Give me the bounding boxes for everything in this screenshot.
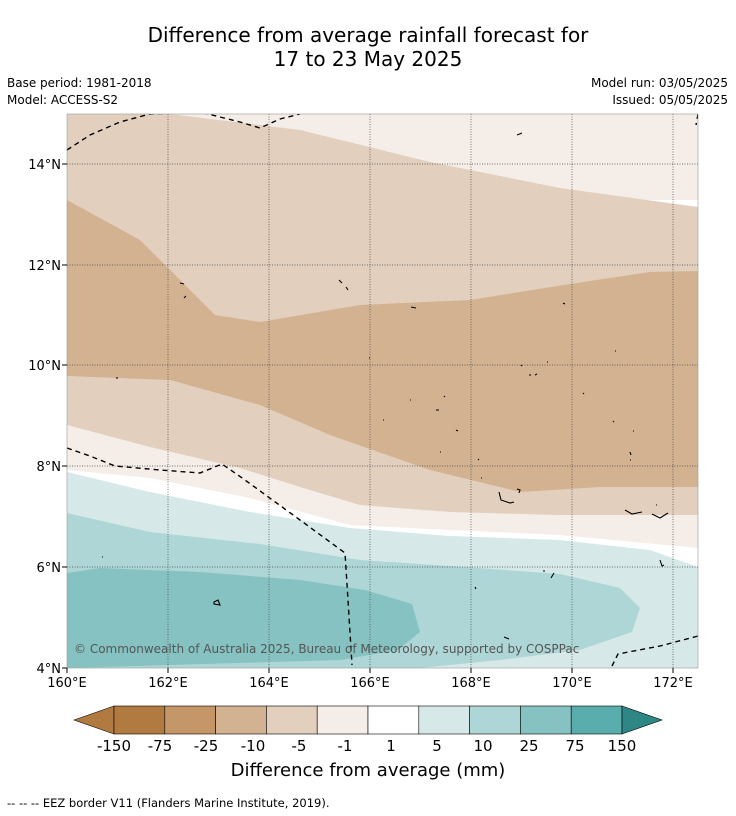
colorbar-cell — [367, 705, 420, 735]
model-run: Model run: 03/05/2025 — [590, 76, 728, 90]
colorbar-tick-labels: -150 -75 -25 -10 -5 -1 1 5 10 25 75 150 — [97, 737, 636, 755]
colorbar-cell — [570, 705, 623, 735]
colorbar-tick-label: -150 — [97, 737, 131, 755]
lat-label: 12°N — [28, 259, 61, 274]
colorbar-cell — [418, 705, 470, 735]
base-period: Base period: 1981-2018 — [7, 76, 152, 90]
colorbar-cell — [266, 705, 318, 735]
lon-label: 166°E — [350, 676, 390, 691]
issued-date: Issued: 05/05/2025 — [612, 93, 728, 107]
islands — [102, 132, 669, 640]
colorbar-tick-label: 25 — [519, 737, 538, 755]
axis-ticks — [62, 163, 674, 673]
lat-label: 4°N — [37, 662, 62, 677]
colorbar-cell — [316, 705, 369, 735]
lat-label: 6°N — [37, 561, 62, 576]
plot-frame — [66, 113, 699, 669]
lat-label: 8°N — [37, 460, 62, 475]
lon-label: 172°E — [653, 676, 693, 691]
band-teal — [67, 568, 420, 668]
colorbar-tick-label: 1 — [386, 737, 396, 755]
colorbar-cell — [113, 705, 166, 735]
eez-borders — [67, 114, 698, 667]
colorbar-tick-label: 10 — [473, 737, 492, 755]
lat-label: 10°N — [28, 359, 61, 374]
lon-label: 168°E — [451, 676, 491, 691]
colorbar-tick-label: -75 — [148, 737, 173, 755]
colorbar-extend-high — [621, 705, 663, 735]
model-name: Model: ACCESS-S2 — [7, 93, 119, 107]
colorbar-tick-label: 75 — [565, 737, 584, 755]
colorbar-title: Difference from average (mm) — [230, 760, 506, 781]
colorbar-tick-label: -10 — [241, 737, 266, 755]
colorbar-tick-label: -1 — [338, 737, 353, 755]
lat-label: 14°N — [28, 158, 61, 173]
lon-label: 164°E — [249, 676, 289, 691]
colorbar-tick-label: 150 — [608, 737, 637, 755]
colorbar-cell — [520, 705, 572, 735]
longitude-labels: 160°E 162°E 164°E 166°E 168°E 170°E 172°… — [47, 676, 693, 691]
eez-legend: -- -- -- EEZ border V11 (Flanders Marine… — [7, 796, 330, 810]
gridlines — [67, 114, 698, 668]
copyright-notice: © Commonwealth of Australia 2025, Bureau… — [74, 642, 579, 656]
lon-label: 160°E — [47, 676, 87, 691]
colorbar-tick-label: -5 — [292, 737, 307, 755]
title-line-1: Difference from average rainfall forecas… — [147, 23, 589, 47]
colorbar-tick-label: -25 — [194, 737, 219, 755]
colorbar: -150 -75 -25 -10 -5 -1 1 5 10 25 75 150 — [73, 705, 663, 755]
colorbar-extend-low — [73, 705, 115, 735]
contour-fills — [67, 114, 698, 668]
band-tan — [67, 200, 698, 492]
title-line-2: 17 to 23 May 2025 — [273, 47, 463, 71]
colorbar-tick-label: 5 — [432, 737, 442, 755]
colorbar-cells — [113, 705, 623, 735]
colorbar-cell — [164, 705, 216, 735]
colorbar-cell — [215, 705, 267, 735]
lon-label: 162°E — [148, 676, 188, 691]
band-light-beige-lower — [67, 425, 698, 548]
lon-label: 170°E — [552, 676, 592, 691]
colorbar-cell — [469, 705, 521, 735]
latitude-labels: 14°N 12°N 10°N 8°N 6°N 4°N — [28, 158, 61, 677]
